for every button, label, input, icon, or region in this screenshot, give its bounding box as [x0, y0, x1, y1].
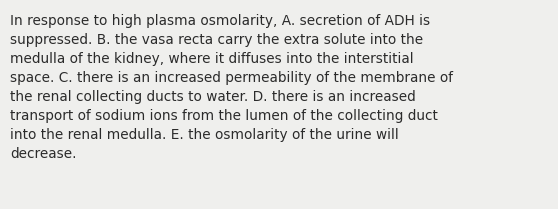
Text: In response to high plasma osmolarity, A. secretion of ADH is
suppressed. B. the: In response to high plasma osmolarity, A…: [10, 14, 453, 161]
